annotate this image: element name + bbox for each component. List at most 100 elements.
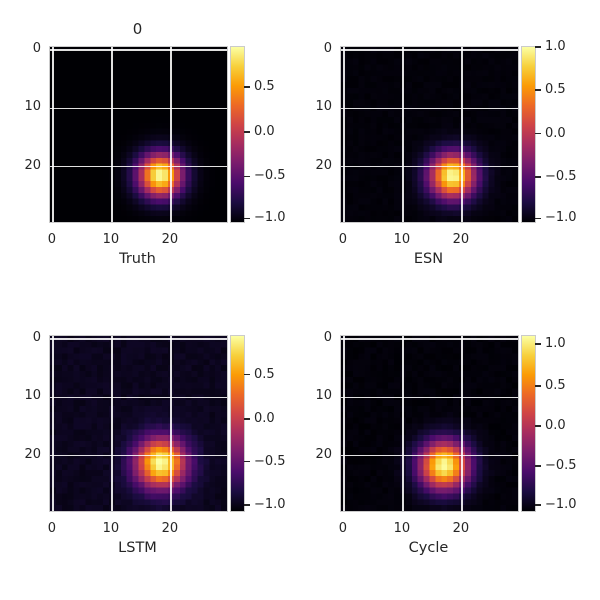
x-tick-label: 20	[452, 232, 470, 247]
heatmap-canvas	[341, 47, 518, 222]
colorbar-tick-mark	[535, 465, 541, 468]
colorbar-tick-mark	[244, 217, 250, 220]
colorbar-tick-label: 0.0	[254, 123, 275, 139]
colorbar-tick-label: −1.0	[545, 210, 577, 226]
x-tick-label: 10	[102, 521, 120, 536]
x-tick-label: 0	[47, 232, 57, 247]
y-tick-label: 10	[315, 99, 332, 115]
colorbar-tick-mark	[535, 88, 541, 91]
grid-line	[341, 454, 518, 457]
grid-line	[461, 47, 463, 222]
x-axis-label: ESN	[413, 251, 444, 267]
grid-line	[343, 47, 345, 222]
x-tick-label: 0	[338, 521, 348, 536]
colorbar-tick-mark	[244, 373, 250, 376]
colorbar-tick-mark	[244, 175, 250, 178]
x-tick-label: 0	[47, 521, 57, 536]
x-tick-label: 0	[338, 232, 348, 247]
grid-line	[52, 336, 54, 511]
colorbar-tick-mark	[535, 217, 541, 220]
x-tick-label: 10	[393, 521, 411, 536]
panel-title: 0	[132, 20, 143, 38]
grid-line	[111, 47, 113, 222]
colorbar-tick-label: −1.0	[254, 497, 286, 513]
colorbar-tick-mark	[244, 504, 250, 506]
grid-line	[341, 396, 518, 398]
y-tick-label: 20	[24, 446, 41, 462]
colorbar-tick-label: 0.5	[254, 79, 275, 95]
colorbar-tick-label: 0.5	[545, 377, 566, 393]
x-tick-label: 10	[393, 232, 411, 247]
colorbar	[521, 46, 536, 223]
grid-line	[402, 47, 404, 222]
grid-line	[50, 165, 227, 168]
x-tick-label: 20	[161, 521, 179, 536]
colorbar-tick-mark	[535, 425, 541, 427]
colorbar-tick-mark	[535, 384, 541, 387]
grid-line	[50, 49, 227, 51]
colorbar-tick-label: −0.5	[545, 169, 577, 185]
grid-line	[50, 338, 227, 340]
x-axis-label: Cycle	[408, 540, 449, 556]
colorbar-tick-label: 1.0	[545, 335, 566, 351]
grid-line	[341, 338, 518, 340]
y-tick-label: 20	[315, 157, 332, 173]
heatmap-lstm	[49, 335, 228, 512]
grid-line	[402, 336, 404, 511]
colorbar-tick-mark	[244, 130, 250, 133]
y-tick-label: 10	[24, 99, 41, 115]
y-tick-label: 10	[24, 388, 41, 404]
grid-line	[170, 47, 172, 222]
colorbar-tick-label: 1.0	[545, 38, 566, 54]
y-tick-label: 20	[315, 446, 332, 462]
y-tick-label: 0	[32, 329, 41, 345]
colorbar-tick-mark	[535, 176, 541, 179]
colorbar-tick-label: 0.0	[545, 125, 566, 141]
colorbar-tick-mark	[535, 46, 541, 48]
heatmap-canvas	[50, 336, 227, 511]
grid-line	[461, 336, 463, 511]
grid-line	[52, 47, 54, 222]
colorbar-tick-label: 0.0	[545, 418, 566, 433]
grid-line	[170, 336, 172, 511]
x-axis-label: Truth	[119, 251, 156, 267]
x-tick-label: 20	[452, 521, 470, 536]
y-tick-label: 0	[32, 40, 41, 56]
y-tick-label: 10	[315, 388, 332, 404]
heatmap-truth	[49, 46, 228, 223]
y-tick-label: 0	[323, 329, 332, 345]
colorbar-tick-mark	[535, 504, 541, 506]
colorbar	[230, 46, 245, 223]
x-axis-label: LSTM	[118, 540, 157, 556]
heatmap-cycle	[340, 335, 519, 512]
x-tick-label: 10	[102, 232, 120, 247]
colorbar-tick-label: 0.0	[254, 411, 275, 426]
colorbar-tick-label: −0.5	[254, 453, 286, 469]
panel-title	[340, 308, 517, 328]
colorbar-tick-mark	[244, 86, 250, 88]
colorbar-tick-label: 0.5	[545, 81, 566, 97]
colorbar-tick-label: −1.0	[545, 497, 577, 513]
grid-line	[343, 336, 345, 511]
heatmap-canvas	[50, 47, 227, 222]
colorbar-tick-label: −1.0	[254, 210, 286, 226]
grid-line	[341, 107, 518, 109]
grid-line	[50, 396, 227, 398]
colorbar-tick-mark	[535, 132, 541, 135]
colorbar-tick-mark	[244, 460, 250, 463]
colorbar-tick-mark	[535, 343, 541, 345]
colorbar	[521, 335, 536, 512]
colorbar	[230, 335, 245, 512]
y-tick-label: 20	[24, 157, 41, 173]
grid-line	[341, 165, 518, 168]
colorbar-tick-label: −0.5	[254, 168, 286, 184]
heatmap-esn	[340, 46, 519, 223]
y-tick-label: 0	[323, 40, 332, 56]
grid-line	[50, 454, 227, 457]
colorbar-tick-label: −0.5	[545, 458, 577, 474]
